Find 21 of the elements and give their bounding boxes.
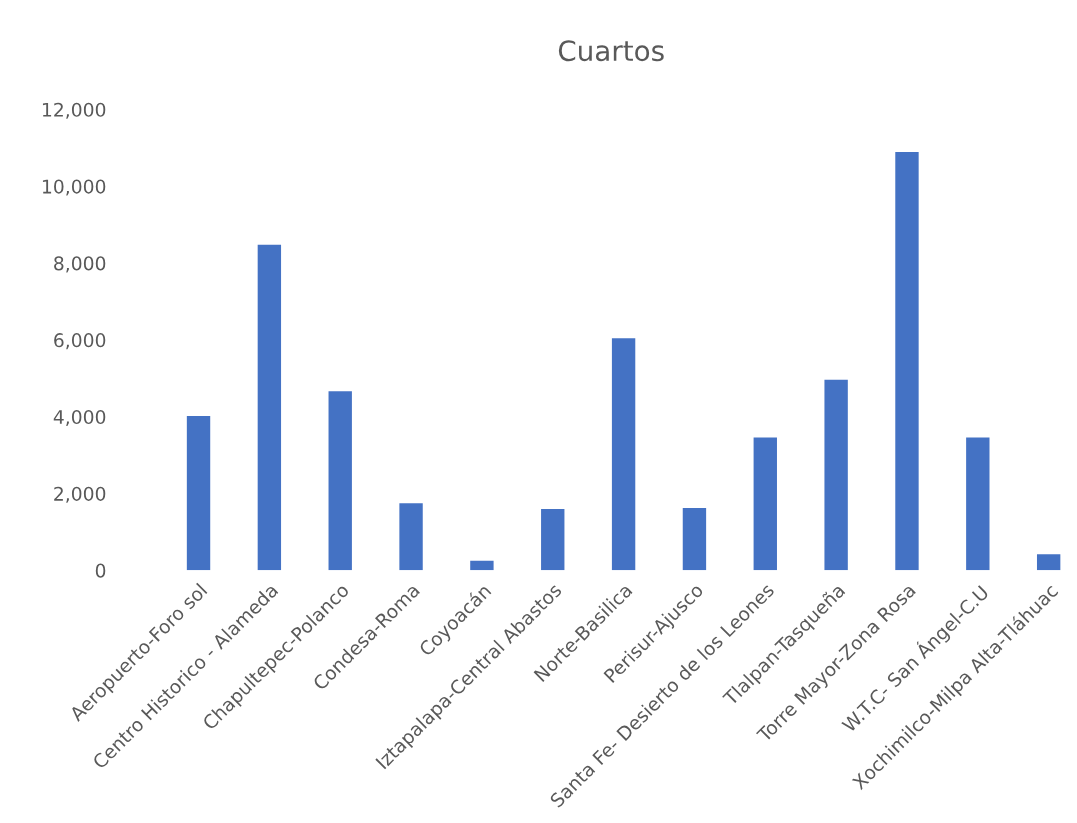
bar <box>328 391 352 571</box>
bar <box>895 152 919 571</box>
bar <box>399 503 423 571</box>
bar <box>257 244 282 571</box>
y-tick-label: 2,000 <box>54 486 106 503</box>
chart-title: Cuartos <box>558 40 664 62</box>
y-tick-label: 0 <box>95 563 106 578</box>
y-tick-label: 4,000 <box>53 409 106 427</box>
bar <box>966 437 990 571</box>
bar <box>611 338 636 571</box>
bar <box>541 508 565 571</box>
bar <box>824 379 848 571</box>
y-tick-label: 6,000 <box>54 333 106 350</box>
bar <box>753 437 777 571</box>
y-tick-label: 8,000 <box>54 256 106 273</box>
bar <box>682 508 707 571</box>
bar <box>186 415 211 571</box>
bar <box>470 560 494 571</box>
y-tick-label: 10,000 <box>42 179 106 196</box>
bar <box>1036 554 1061 571</box>
y-tick-label: 12,000 <box>42 102 106 119</box>
